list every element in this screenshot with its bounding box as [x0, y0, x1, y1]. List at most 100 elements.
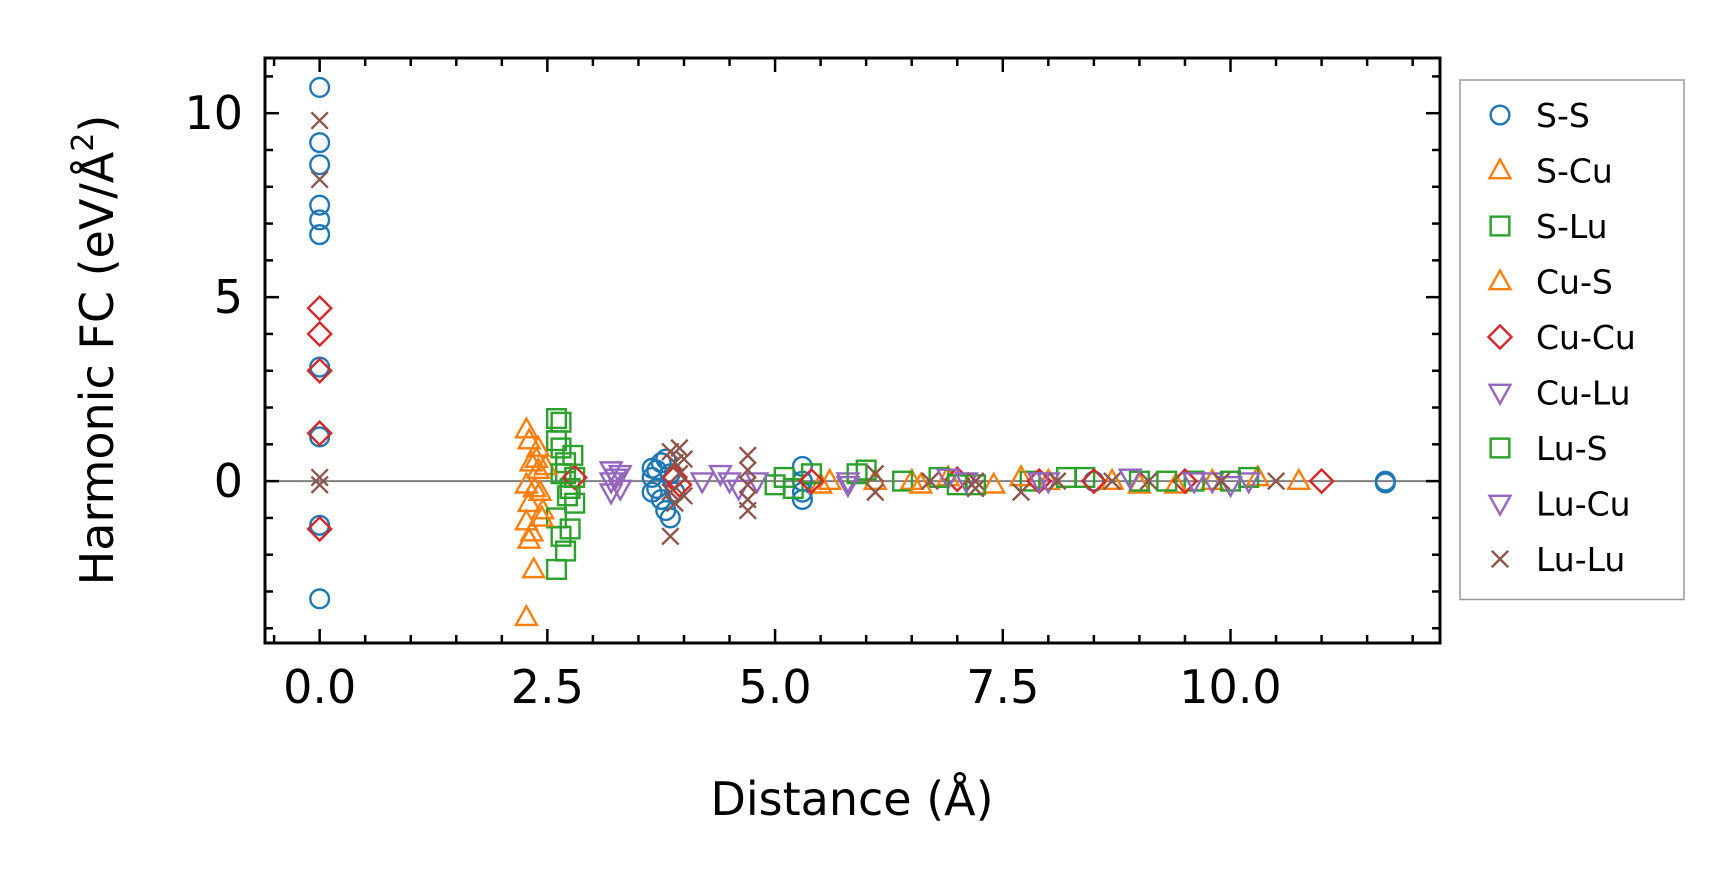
x-tick-label: 0.0	[283, 660, 356, 714]
data-point	[310, 475, 329, 494]
data-point	[1374, 472, 1396, 494]
plot-frame	[263, 56, 1442, 645]
series-lu-cu	[603, 468, 1243, 499]
data-point	[525, 434, 551, 457]
legend-entry-lu-s: Lu-S	[1489, 429, 1608, 468]
data-point	[309, 154, 331, 176]
legend-entry-cu-s: Cu-S	[1487, 263, 1613, 302]
data-point-stroke-b	[738, 475, 757, 494]
data-point	[661, 442, 680, 461]
legend-entry-s-lu: S-Lu	[1489, 207, 1608, 246]
data-point	[738, 501, 757, 520]
data-point	[545, 430, 568, 452]
data-point	[981, 471, 1007, 494]
legend-marker	[1489, 215, 1511, 237]
data-point	[1080, 467, 1108, 495]
legend-label: Cu-Lu	[1536, 374, 1631, 413]
data-point	[556, 485, 578, 507]
data-point	[310, 111, 329, 130]
data-point-stroke-b	[665, 494, 684, 513]
data-point-stroke-b	[1212, 472, 1231, 491]
data-point	[1199, 472, 1225, 495]
data-point	[1035, 467, 1061, 491]
legend-label: Lu-S	[1536, 429, 1608, 468]
data-point	[966, 472, 985, 491]
data-point	[1102, 472, 1122, 491]
data-point	[738, 446, 757, 465]
legend-label: Lu-Cu	[1536, 485, 1631, 524]
data-point	[1181, 472, 1207, 495]
data-point	[1156, 470, 1178, 492]
data-point	[525, 456, 551, 479]
data-point	[527, 478, 553, 502]
data-point	[306, 515, 333, 543]
data-point	[306, 357, 333, 384]
data-point	[674, 486, 694, 505]
y-axis-label-close: )	[70, 115, 124, 133]
series-lu-lu	[310, 111, 1286, 546]
legend-entry-lu-cu: Lu-Cu	[1487, 485, 1631, 524]
data-point	[545, 558, 568, 580]
data-point-stroke-b	[310, 170, 329, 189]
data-point-stroke-b	[310, 111, 329, 130]
data-point	[717, 472, 743, 495]
data-point	[309, 224, 331, 246]
legend-marker	[1487, 383, 1513, 406]
data-point	[309, 132, 331, 154]
plot-area	[265, 76, 1440, 627]
data-point	[1212, 472, 1231, 491]
data-point	[920, 472, 940, 491]
x-axis-label: Distance (Å)	[710, 772, 993, 826]
data-point	[1163, 471, 1189, 494]
legend-entry-s-s: S-S	[1489, 96, 1590, 135]
y-axis-label-main: Harmonic FC (eV/Å	[70, 151, 124, 585]
data-point-stroke-b	[738, 460, 757, 480]
data-point	[655, 448, 677, 470]
data-point-stroke-b	[670, 438, 689, 458]
data-point-stroke-b	[1266, 472, 1286, 491]
data-point	[953, 472, 979, 495]
data-point	[518, 449, 544, 472]
legend-marker	[1490, 549, 1510, 569]
legend-entry-s-cu: S-Cu	[1487, 152, 1613, 191]
x-tick-label: 10.0	[1179, 660, 1281, 714]
y-tick-label: 10	[184, 86, 243, 140]
data-point	[309, 76, 331, 98]
data-point	[670, 464, 689, 483]
data-point	[866, 483, 885, 502]
data-point	[661, 527, 680, 546]
data-point	[564, 492, 586, 514]
data-point	[674, 449, 694, 469]
data-point-stroke-b	[310, 468, 329, 487]
data-point-stroke-b	[670, 464, 689, 483]
data-point	[516, 489, 542, 513]
data-point	[798, 467, 825, 495]
data-point	[306, 294, 333, 322]
legend-entry-lu-lu: Lu-Lu	[1490, 540, 1625, 579]
legend-label: Cu-Cu	[1536, 318, 1636, 357]
series-s-s	[309, 76, 1396, 610]
legend-marker	[1487, 268, 1513, 291]
data-point	[545, 408, 568, 430]
data-point	[513, 416, 539, 439]
x-tick-label: 7.5	[966, 660, 1039, 714]
legend-marker	[1486, 323, 1514, 351]
legend-marker	[1489, 437, 1511, 459]
data-point-stroke-b	[866, 483, 885, 502]
legend-label: S-Cu	[1536, 152, 1613, 191]
data-point	[1117, 468, 1143, 491]
data-point	[707, 464, 733, 488]
data-point-stroke-b	[738, 446, 757, 465]
data-point	[310, 468, 329, 487]
data-point-stroke-b	[866, 464, 885, 483]
y-axis-label: Harmonic FC (eV/Å2)	[66, 115, 124, 586]
data-point	[519, 519, 545, 542]
data-point	[1308, 467, 1335, 495]
data-point	[1199, 467, 1225, 491]
legend-label: Cu-S	[1536, 263, 1613, 302]
y-tick-label: 5	[214, 270, 243, 324]
data-point-stroke-b	[1011, 483, 1031, 502]
y-tick-label: 0	[214, 454, 243, 508]
data-point-stroke-b	[310, 475, 329, 494]
data-point	[559, 518, 581, 540]
